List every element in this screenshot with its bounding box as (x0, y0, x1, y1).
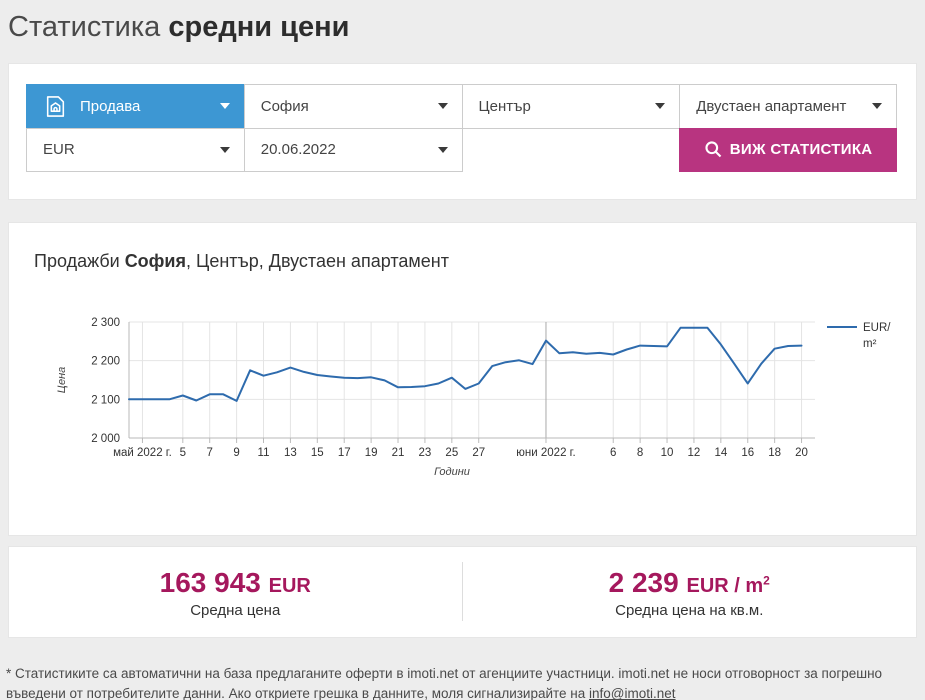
svg-text:2 100: 2 100 (91, 394, 120, 406)
svg-text:11: 11 (258, 447, 270, 459)
svg-text:14: 14 (714, 447, 727, 459)
avg-price-value: 163 943 EUR (9, 566, 462, 600)
chart-panel: Продажби София, Център, Двустаен апартам… (8, 221, 917, 536)
svg-text:2 000: 2 000 (91, 433, 120, 445)
avg-price-sqm-label: Средна цена на кв.м. (615, 602, 764, 620)
avg-price-sqm-block: 2 239 EUR / m2 Средна цена на кв.м. (463, 562, 917, 622)
date-dropdown[interactable]: 20.06.2022 (243, 127, 462, 172)
chevron-down-icon (437, 146, 448, 153)
date-value: 20.06.2022 (260, 141, 336, 159)
svg-text:8: 8 (637, 447, 643, 459)
svg-text:16: 16 (741, 447, 754, 459)
svg-text:13: 13 (284, 447, 297, 459)
svg-text:Години: Години (434, 466, 470, 478)
chevron-down-icon (437, 103, 448, 110)
page-title-bold: средни цени (168, 11, 350, 43)
page-title: Статистика средни цени (8, 7, 917, 48)
filter-grid: Продава София Център Двустаен апартамент… (26, 83, 897, 172)
chevron-down-icon (219, 103, 230, 110)
search-icon (704, 140, 723, 159)
avg-price-block: 163 943 EUR Средна цена (9, 561, 463, 622)
stats-panel: 163 943 EUR Средна цена 2 239 EUR / m2 С… (8, 545, 917, 639)
svg-text:20: 20 (795, 447, 808, 459)
chart-title-rest: , Център, Двустаен апартамент (186, 250, 449, 271)
filter-panel: Продава София Център Двустаен апартамент… (8, 62, 917, 200)
avg-price-unit: EUR (268, 574, 311, 597)
svg-text:юни 2022 г.: юни 2022 г. (516, 447, 575, 459)
svg-text:23: 23 (419, 447, 432, 459)
view-statistics-button[interactable]: ВИЖ СТАТИСТИКА (679, 127, 897, 172)
svg-text:2 200: 2 200 (91, 355, 120, 367)
disclaimer-text: * Статистиките са автоматични на база пр… (6, 666, 883, 700)
price-chart: 2 000 2 100 2 200 2 300 май 2022 г. 5 7 9 11 13 15… (56, 317, 891, 478)
svg-text:m²: m² (863, 338, 877, 350)
disclaimer: * Статистиките са автоматични на база пр… (6, 664, 919, 700)
avg-price-sqm-value: 2 239 EUR / m2 (463, 566, 917, 600)
svg-text:7: 7 (207, 447, 213, 459)
svg-text:25: 25 (445, 447, 458, 459)
chart-title: Продажби София, Център, Двустаен апартам… (34, 251, 900, 272)
svg-text:12: 12 (688, 447, 701, 459)
property-type-dropdown[interactable]: Двустаен апартамент (679, 83, 897, 128)
chart-title-prefix: Продажби (34, 250, 125, 271)
svg-text:10: 10 (661, 447, 674, 459)
district-value: Център (478, 97, 531, 115)
property-type-value: Двустаен апартамент (696, 97, 847, 115)
view-statistics-label: ВИЖ СТАТИСТИКА (729, 141, 873, 159)
chevron-down-icon (655, 103, 666, 110)
district-dropdown[interactable]: Център (461, 83, 680, 128)
avg-price-number: 163 943 (159, 566, 261, 598)
avg-price-sqm-number: 2 239 (608, 566, 679, 598)
submit-cell: ВИЖ СТАТИСТИКА (679, 127, 897, 172)
deal-type-value: Продава (80, 97, 141, 115)
svg-text:18: 18 (768, 447, 781, 459)
svg-text:15: 15 (311, 447, 324, 459)
avg-price-sqm-unit: EUR / m2 (686, 572, 770, 597)
contact-email-link[interactable]: info@imoti.net (589, 686, 676, 700)
svg-text:9: 9 (233, 447, 239, 459)
svg-text:19: 19 (365, 447, 378, 459)
page-title-light: Статистика (8, 11, 161, 43)
svg-text:EUR/: EUR/ (863, 322, 891, 334)
svg-text:май 2022 г.: май 2022 г. (113, 447, 172, 459)
svg-text:Цена: Цена (56, 366, 68, 393)
svg-text:17: 17 (338, 447, 351, 459)
city-dropdown[interactable]: София (243, 83, 462, 128)
avg-price-label: Средна цена (190, 602, 281, 620)
house-icon (43, 94, 68, 119)
city-value: София (260, 97, 309, 115)
svg-text:2 300: 2 300 (91, 317, 120, 329)
empty-cell (461, 127, 680, 172)
svg-text:5: 5 (180, 447, 186, 459)
svg-text:21: 21 (392, 447, 405, 459)
chevron-down-icon (219, 146, 230, 153)
chevron-down-icon (872, 103, 882, 110)
svg-text:6: 6 (610, 447, 616, 459)
chart-title-city: София (124, 250, 186, 271)
currency-value: EUR (43, 141, 75, 159)
svg-text:27: 27 (472, 447, 485, 459)
currency-dropdown[interactable]: EUR (26, 127, 244, 172)
deal-type-dropdown[interactable]: Продава (26, 83, 244, 128)
